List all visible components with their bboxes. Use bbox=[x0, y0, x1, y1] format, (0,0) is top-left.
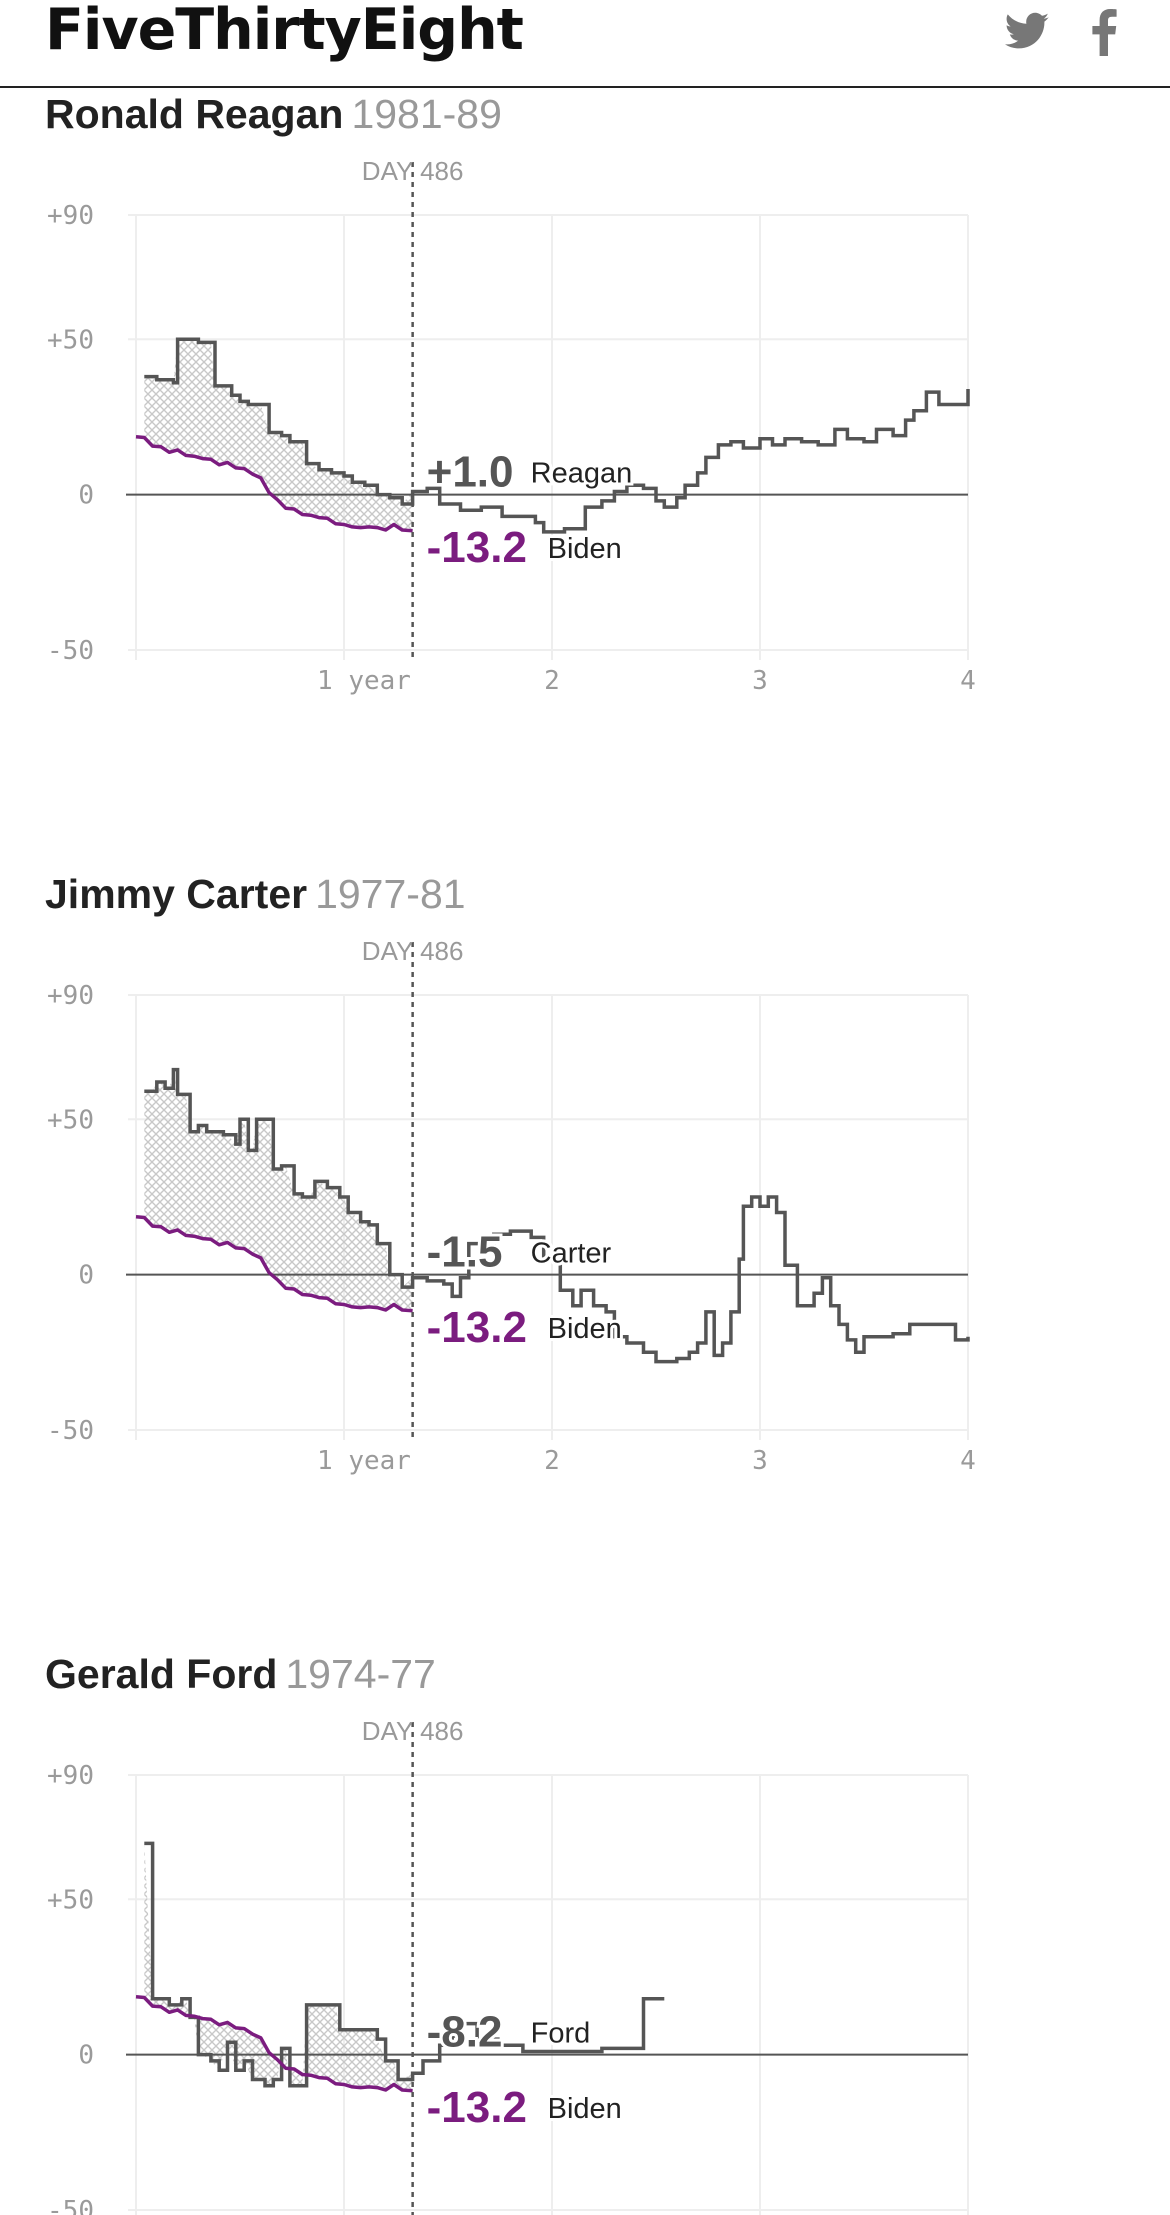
president-years: 1981-89 bbox=[351, 91, 502, 137]
other-value-label: +1.0 bbox=[427, 448, 514, 497]
x-tick-label: 2 bbox=[544, 666, 560, 696]
gap-area bbox=[144, 1069, 413, 1312]
chart-title: Gerald Ford 1974-77 bbox=[45, 1650, 436, 1698]
y-tick-label: +90 bbox=[47, 1761, 94, 1791]
biden-value-label: -13.2 bbox=[427, 1303, 527, 1352]
site-header: FiveThirtyEight bbox=[0, 0, 1170, 88]
y-tick-label: 0 bbox=[78, 481, 94, 511]
y-tick-label: -50 bbox=[47, 1416, 94, 1446]
series-line-carter bbox=[144, 1067, 970, 1364]
series-line-biden bbox=[135, 1215, 413, 1313]
x-tick-label: 1 year bbox=[317, 1446, 411, 1476]
series-line-biden bbox=[135, 435, 413, 533]
twitter-icon[interactable] bbox=[1003, 8, 1051, 56]
day-marker-label: DAY 486 bbox=[362, 1716, 464, 1746]
president-name: Gerald Ford bbox=[45, 1651, 278, 1697]
approval-chart-ford: +90 +50 0 -50 DAY 486 -8.2 Ford -13.2 Biden bbox=[47, 1716, 969, 2215]
x-tick-label: 4 bbox=[960, 666, 976, 696]
y-tick-label: +50 bbox=[47, 1885, 94, 1915]
series-line-biden bbox=[135, 1995, 413, 2093]
biden-name-label: Biden bbox=[548, 1313, 622, 1345]
other-value-label: -1.5 bbox=[427, 1228, 503, 1277]
other-name-label: Ford bbox=[531, 2018, 591, 2050]
y-tick-label: 0 bbox=[78, 2041, 94, 2071]
approval-chart-carter: +90 +50 0 -50 1 year 2 3 4 DAY 486 -1.5 Carter -13.… bbox=[47, 936, 976, 1476]
president-name: Ronald Reagan bbox=[45, 91, 344, 137]
x-tick-label: 3 bbox=[752, 1446, 768, 1476]
facebook-icon[interactable] bbox=[1083, 8, 1123, 56]
x-tick-label: 2 bbox=[544, 1446, 560, 1476]
other-name-label: Reagan bbox=[531, 458, 633, 490]
y-tick-label: +90 bbox=[47, 201, 94, 231]
biden-value-label: -13.2 bbox=[427, 523, 527, 572]
series-line-reagan bbox=[144, 337, 970, 534]
chart-title: Ronald Reagan 1981-89 bbox=[45, 90, 502, 138]
y-tick-label: +90 bbox=[47, 981, 94, 1011]
president-years: 1974-77 bbox=[285, 1651, 436, 1697]
x-tick-label: 1 year bbox=[317, 666, 411, 696]
y-tick-label: -50 bbox=[47, 2196, 94, 2215]
y-tick-label: +50 bbox=[47, 1105, 94, 1135]
president-years: 1977-81 bbox=[315, 871, 466, 917]
x-tick-label: 4 bbox=[960, 1446, 976, 1476]
y-tick-label: 0 bbox=[78, 1261, 94, 1291]
day-marker-label: DAY 486 bbox=[362, 936, 464, 966]
y-tick-label: +50 bbox=[47, 325, 94, 355]
site-logo[interactable]: FiveThirtyEight bbox=[45, 0, 524, 63]
y-tick-label: -50 bbox=[47, 636, 94, 666]
other-value-label: -8.2 bbox=[427, 2008, 503, 2057]
x-tick-label: 3 bbox=[752, 666, 768, 696]
president-name: Jimmy Carter bbox=[45, 871, 308, 917]
other-name-label: Carter bbox=[531, 1238, 612, 1270]
biden-name-label: Biden bbox=[548, 533, 622, 565]
biden-name-label: Biden bbox=[548, 2093, 622, 2125]
approval-chart-reagan: +90 +50 0 -50 1 year 2 3 4 DAY 486 +1.0 Reagan -13.… bbox=[47, 156, 976, 696]
chart-title: Jimmy Carter 1977-81 bbox=[45, 870, 466, 918]
gap-area bbox=[144, 1843, 413, 2092]
series-line-ford bbox=[144, 1841, 665, 2088]
day-marker-label: DAY 486 bbox=[362, 156, 464, 186]
biden-value-label: -13.2 bbox=[427, 2083, 527, 2132]
gap-area bbox=[144, 339, 413, 532]
